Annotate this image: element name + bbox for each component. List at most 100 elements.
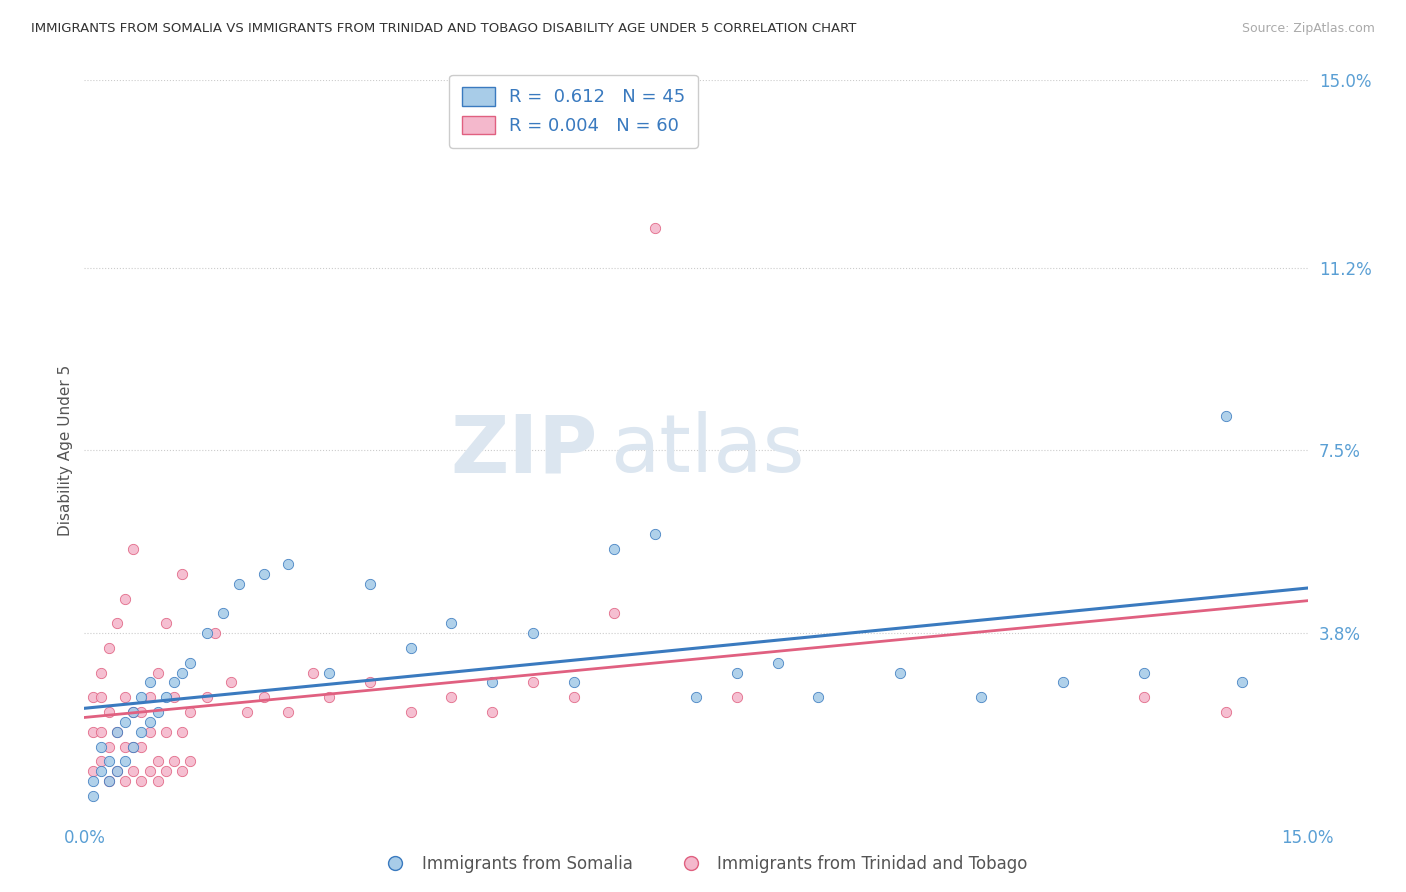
Point — [155, 616, 177, 631]
Point — [172, 566, 194, 581]
Point — [253, 566, 276, 581]
Point — [163, 675, 186, 690]
Point — [359, 576, 381, 591]
Point — [138, 724, 160, 739]
Point — [131, 705, 153, 719]
Point — [138, 690, 160, 705]
Point — [644, 527, 666, 541]
Point — [122, 739, 145, 754]
Point — [90, 665, 112, 680]
Point — [1215, 705, 1237, 719]
Point — [1133, 665, 1156, 680]
Point — [122, 705, 145, 719]
Point — [970, 690, 993, 705]
Point — [155, 724, 177, 739]
Point — [212, 607, 235, 621]
Point — [105, 724, 128, 739]
Point — [114, 714, 136, 729]
Point — [562, 675, 585, 690]
Y-axis label: Disability Age Under 5: Disability Age Under 5 — [58, 365, 73, 536]
Point — [97, 739, 120, 754]
Point — [138, 714, 160, 729]
Point — [131, 774, 153, 789]
Point — [114, 739, 136, 754]
Point — [399, 705, 422, 719]
Point — [359, 675, 381, 690]
Point — [644, 221, 666, 235]
Point — [138, 675, 160, 690]
Point — [105, 764, 128, 779]
Point — [131, 739, 153, 754]
Point — [179, 705, 201, 719]
Point — [1052, 675, 1074, 690]
Point — [82, 764, 104, 779]
Point — [440, 690, 463, 705]
Point — [97, 774, 120, 789]
Point — [1133, 690, 1156, 705]
Point — [90, 739, 112, 754]
Point — [114, 755, 136, 769]
Point — [97, 755, 120, 769]
Point — [146, 665, 169, 680]
Point — [90, 755, 112, 769]
Point — [522, 626, 544, 640]
Point — [172, 724, 194, 739]
Point — [163, 755, 186, 769]
Point — [114, 690, 136, 705]
Point — [889, 665, 911, 680]
Point — [204, 626, 226, 640]
Point — [1232, 675, 1254, 690]
Point — [179, 755, 201, 769]
Point — [219, 675, 242, 690]
Point — [105, 616, 128, 631]
Point — [766, 656, 789, 670]
Point — [155, 764, 177, 779]
Text: Source: ZipAtlas.com: Source: ZipAtlas.com — [1241, 22, 1375, 36]
Point — [155, 690, 177, 705]
Legend: R =  0.612   N = 45, R = 0.004   N = 60: R = 0.612 N = 45, R = 0.004 N = 60 — [450, 75, 697, 147]
Point — [725, 665, 748, 680]
Point — [172, 665, 194, 680]
Text: ZIP: ZIP — [451, 411, 598, 490]
Point — [195, 690, 218, 705]
Point — [131, 690, 153, 705]
Point — [318, 690, 340, 705]
Point — [97, 640, 120, 655]
Point — [105, 724, 128, 739]
Point — [114, 591, 136, 606]
Point — [562, 690, 585, 705]
Text: IMMIGRANTS FROM SOMALIA VS IMMIGRANTS FROM TRINIDAD AND TOBAGO DISABILITY AGE UN: IMMIGRANTS FROM SOMALIA VS IMMIGRANTS FR… — [31, 22, 856, 36]
Point — [90, 690, 112, 705]
Point — [131, 724, 153, 739]
Point — [301, 665, 323, 680]
Point — [228, 576, 250, 591]
Point — [603, 542, 626, 557]
Point — [522, 675, 544, 690]
Point — [195, 626, 218, 640]
Point — [1215, 409, 1237, 423]
Point — [146, 774, 169, 789]
Point — [82, 690, 104, 705]
Point — [481, 675, 503, 690]
Point — [122, 739, 145, 754]
Point — [97, 774, 120, 789]
Point — [481, 705, 503, 719]
Point — [82, 774, 104, 789]
Legend: Immigrants from Somalia, Immigrants from Trinidad and Tobago: Immigrants from Somalia, Immigrants from… — [371, 848, 1035, 880]
Point — [146, 755, 169, 769]
Point — [90, 764, 112, 779]
Point — [122, 764, 145, 779]
Point — [318, 665, 340, 680]
Point — [105, 764, 128, 779]
Text: atlas: atlas — [610, 411, 804, 490]
Point — [179, 656, 201, 670]
Point — [807, 690, 830, 705]
Point — [440, 616, 463, 631]
Point — [277, 557, 299, 571]
Point — [725, 690, 748, 705]
Point — [82, 724, 104, 739]
Point — [685, 690, 707, 705]
Point — [277, 705, 299, 719]
Point — [122, 542, 145, 557]
Point — [146, 705, 169, 719]
